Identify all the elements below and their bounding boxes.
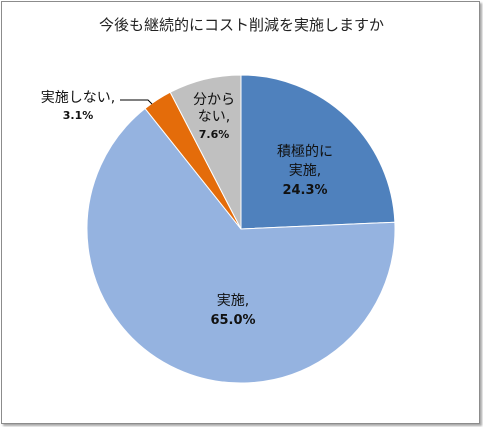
chart-title: 今後も継続的にコスト削減を実施しますか <box>98 16 384 34</box>
slice-label-2-line-0: 実施しない, <box>41 90 115 106</box>
pie-slice-1 <box>86 107 396 384</box>
slice-value-1: 65.0% <box>210 313 255 328</box>
slice-label-0-line-0: 積極的に <box>277 144 333 160</box>
slice-label-1-line-0: 実施, <box>217 293 249 309</box>
slice-label-0-line-1: 実施, <box>289 163 321 179</box>
slice-value-3: 7.6% <box>199 128 230 141</box>
slice-value-2: 3.1% <box>63 109 94 122</box>
slice-label-3-line-1: ない, <box>198 109 230 125</box>
pie-slice-0 <box>240 74 396 230</box>
pie-slice-3 <box>169 74 242 230</box>
slice-value-0: 24.3% <box>282 183 327 198</box>
leader-line-2 <box>120 99 153 105</box>
slice-label-3-line-0: 分から <box>193 92 235 108</box>
